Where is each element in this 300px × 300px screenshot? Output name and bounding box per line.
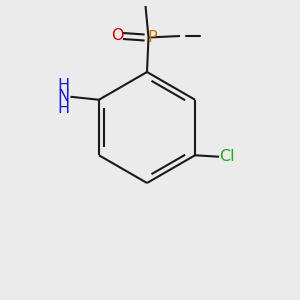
Text: H: H: [58, 78, 70, 93]
Text: H: H: [58, 101, 70, 116]
Text: P: P: [148, 30, 157, 45]
Text: Cl: Cl: [219, 149, 234, 164]
Text: N: N: [58, 89, 70, 104]
Text: O: O: [111, 28, 124, 44]
